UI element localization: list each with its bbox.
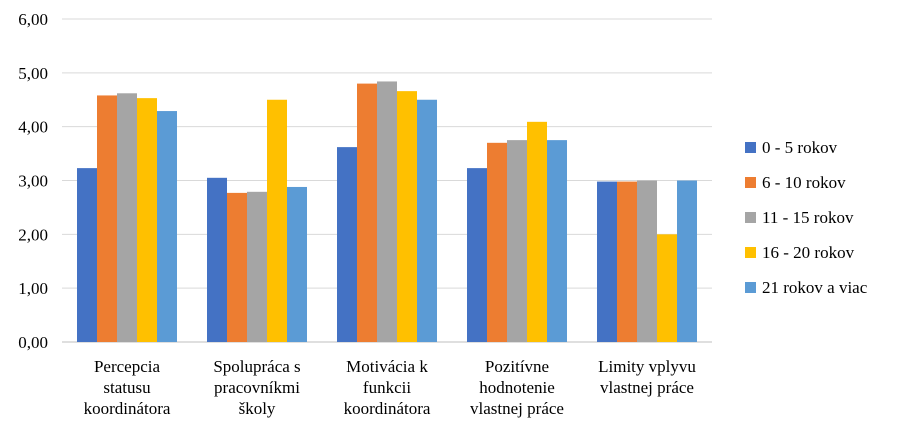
bar	[487, 142, 507, 342]
bar	[657, 234, 677, 342]
bar	[157, 111, 177, 343]
category-label: Motivácia k funkcii koordinátora	[344, 357, 431, 418]
legend-label: 21 rokov a viac	[762, 278, 868, 297]
bar	[547, 140, 567, 342]
bar	[677, 180, 697, 342]
y-tick-label: 4,00	[18, 118, 48, 137]
category-label-line: koordinátora	[344, 399, 431, 418]
bar	[397, 91, 417, 343]
category-label-line: koordinátora	[84, 399, 171, 418]
bar	[637, 180, 657, 342]
category-label-line: vlastnej práce	[600, 378, 694, 397]
y-tick-label: 3,00	[18, 172, 48, 191]
legend-swatch	[745, 212, 756, 223]
legend: 0 - 5 rokov 6 - 10 rokov 11 - 15 rokov 16 -…	[745, 138, 868, 297]
category-label-line: Limity vplyvu	[598, 357, 696, 376]
category-label-line: funkcii	[363, 378, 411, 397]
bar	[267, 99, 287, 342]
bar	[137, 98, 157, 342]
bar	[117, 93, 137, 342]
bar	[417, 99, 437, 342]
category-label-line: statusu	[103, 378, 151, 397]
category-label: Limity vplyvu vlastnej práce	[598, 357, 696, 397]
category-label-line: vlastnej práce	[470, 399, 564, 418]
bar	[247, 191, 267, 342]
bar	[597, 181, 617, 342]
category-label-line: Percepcia	[94, 357, 161, 376]
legend-swatch	[745, 142, 756, 153]
bar	[77, 168, 97, 342]
category-label-line: Motivácia k	[346, 357, 428, 376]
bar	[207, 177, 227, 342]
legend-swatch	[745, 247, 756, 258]
bar	[357, 83, 377, 342]
legend-label: 6 - 10 rokov	[762, 173, 846, 192]
y-axis-tick-labels: 0,00 1,00 2,00 3,00 4,00 5,00 6,00	[18, 10, 48, 352]
legend-swatch	[745, 282, 756, 293]
category-label-line: hodnotenie	[479, 378, 555, 397]
y-tick-label: 1,00	[18, 279, 48, 298]
bar	[337, 147, 357, 342]
bars	[77, 81, 697, 343]
bar	[377, 81, 397, 343]
category-label-line: Pozitívne	[485, 357, 549, 376]
bar	[287, 186, 307, 342]
y-tick-label: 2,00	[18, 225, 48, 244]
x-axis-category-labels: Percepcia statusu koordinátora Spolupráca s…	[84, 357, 697, 418]
category-label-line: školy	[239, 399, 276, 418]
bar	[227, 192, 247, 342]
bar	[617, 181, 637, 342]
bar	[97, 95, 117, 343]
legend-label: 0 - 5 rokov	[762, 138, 838, 157]
category-label: Percepcia statusu koordinátora	[84, 357, 171, 418]
category-label-line: Spolupráca s	[213, 357, 300, 376]
category-label: Pozitívne hodnotenie vlastnej práce	[470, 357, 564, 418]
y-tick-label: 6,00	[18, 10, 48, 29]
y-tick-label: 0,00	[18, 333, 48, 352]
y-tick-label: 5,00	[18, 64, 48, 83]
category-label-line: pracovníkmi	[214, 378, 300, 397]
legend-label: 11 - 15 rokov	[762, 208, 854, 227]
category-label: Spolupráca s pracovníkmi školy	[213, 357, 300, 418]
bar	[527, 121, 547, 343]
bar	[467, 168, 487, 342]
legend-swatch	[745, 177, 756, 188]
bar	[507, 140, 527, 342]
legend-label: 16 - 20 rokov	[762, 243, 855, 262]
